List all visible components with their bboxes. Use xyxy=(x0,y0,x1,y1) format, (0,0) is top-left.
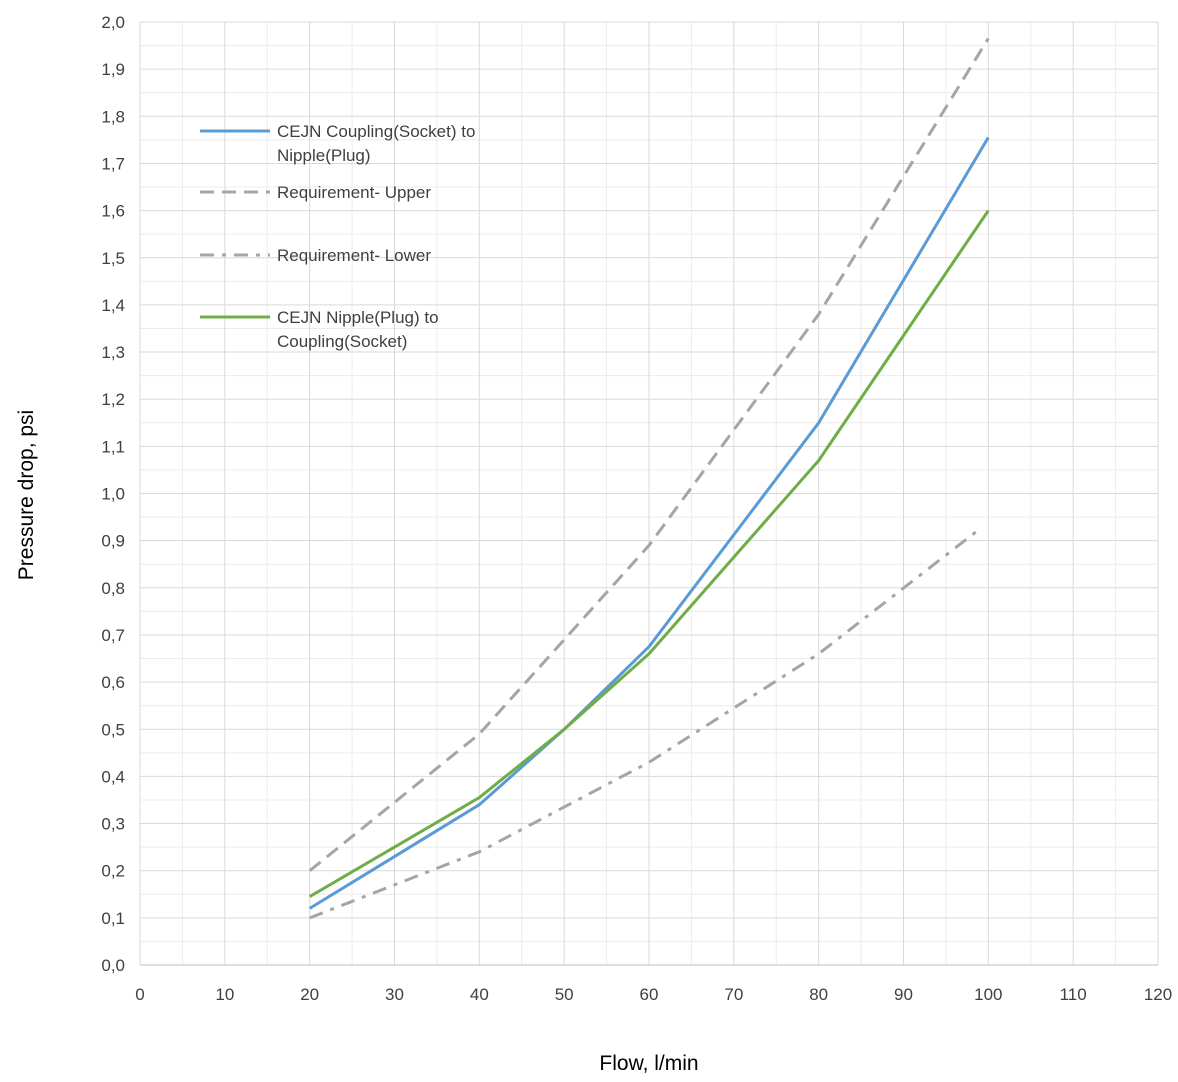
y-tick-label: 1,1 xyxy=(101,437,125,456)
y-axis-title: Pressure drop, psi xyxy=(15,410,38,580)
y-tick-label: 0,7 xyxy=(101,626,125,645)
x-tick-label: 10 xyxy=(215,985,234,1004)
y-tick-label: 0,3 xyxy=(101,815,125,834)
x-tick-label: 100 xyxy=(974,985,1002,1004)
y-tick-label: 0,6 xyxy=(101,673,125,692)
x-tick-label: 0 xyxy=(135,985,144,1004)
y-tick-label: 1,8 xyxy=(101,107,125,126)
x-tick-label: 60 xyxy=(640,985,659,1004)
y-tick-label: 1,0 xyxy=(101,485,125,504)
y-tick-label: 0,0 xyxy=(101,956,125,975)
y-tick-label: 0,8 xyxy=(101,579,125,598)
axes xyxy=(139,22,1158,966)
x-tick-label: 110 xyxy=(1060,985,1087,1004)
y-tick-label: 0,9 xyxy=(101,532,125,551)
y-tick-label: 0,5 xyxy=(101,720,125,739)
legend-label: Coupling(Socket) xyxy=(277,332,407,351)
x-tick-label: 30 xyxy=(385,985,404,1004)
y-tick-label: 0,4 xyxy=(101,767,125,786)
x-axis-title: Flow, l/min xyxy=(599,1052,698,1075)
series-line-cejn-nipple-plug-to-coupling-socket xyxy=(308,209,990,898)
x-tick-label: 70 xyxy=(724,985,743,1004)
x-tick-label: 90 xyxy=(894,985,913,1004)
y-tick-label: 1,2 xyxy=(101,390,125,409)
legend-label: CEJN Coupling(Socket) to xyxy=(277,122,475,141)
legend-label: Requirement- Lower xyxy=(277,246,431,265)
series-line-cejn-coupling-socket-to-nipple-plug xyxy=(308,136,990,910)
x-tick-label: 50 xyxy=(555,985,574,1004)
legend-label: Requirement- Upper xyxy=(277,183,431,202)
y-tick-label: 1,6 xyxy=(101,202,125,221)
y-tick-label: 0,1 xyxy=(101,909,125,928)
legend-label: Nipple(Plug) xyxy=(277,146,371,165)
y-tick-label: 1,5 xyxy=(101,249,125,268)
y-tick-label: 0,2 xyxy=(101,862,125,881)
y-tick-label: 1,7 xyxy=(101,154,125,173)
data-series xyxy=(308,37,990,920)
y-tick-label: 1,4 xyxy=(101,296,125,315)
legend-label: CEJN Nipple(Plug) to xyxy=(277,308,439,327)
x-tick-label: 120 xyxy=(1144,985,1172,1004)
series-line-requirement-upper xyxy=(308,37,990,872)
x-tick-label: 20 xyxy=(300,985,319,1004)
x-tick-label: 40 xyxy=(470,985,489,1004)
major-gridlines xyxy=(140,21,1159,965)
x-tick-labels: 0 10 20 30 40 50 60 70 80 90 100 110 120 xyxy=(135,985,1172,1004)
series-line-requirement-lower xyxy=(309,527,981,920)
legend: CEJN Coupling(Socket) to Nipple(Plug) Requ… xyxy=(200,122,475,351)
y-tick-label: 1,3 xyxy=(101,343,125,362)
x-tick-label: 80 xyxy=(809,985,828,1004)
y-tick-labels: 0,0 0,1 0,2 0,3 0,4 0,5 0,6 0,7 0,8 0,9 1,0 1,1 1,2 1… xyxy=(101,13,125,975)
y-tick-label: 2,0 xyxy=(101,13,125,32)
y-tick-label: 1,9 xyxy=(101,60,125,79)
